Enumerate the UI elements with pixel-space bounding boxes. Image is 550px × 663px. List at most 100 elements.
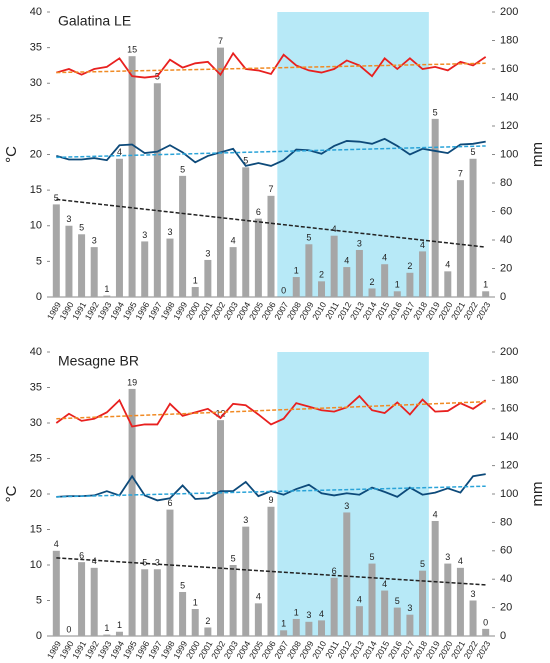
trend-line xyxy=(56,198,486,248)
bar-count-label: 1 xyxy=(117,620,122,630)
bar-count-label: 3 xyxy=(344,501,349,511)
y-tick-label: 40 xyxy=(30,346,42,358)
y-tick-label: 0 xyxy=(36,630,42,642)
bar-count-label: 5 xyxy=(142,558,147,568)
bar xyxy=(78,562,86,636)
bar xyxy=(406,272,414,297)
bar-count-label: 4 xyxy=(433,509,438,519)
bar-count-label: 6 xyxy=(79,551,84,561)
bar xyxy=(419,570,427,636)
y2-tick-label: 100 xyxy=(500,148,518,160)
y-tick-label: 15 xyxy=(30,523,42,535)
y2-tick-label: 180 xyxy=(500,374,518,386)
bar-count-label: 0 xyxy=(281,285,286,295)
bar-count-label: 4 xyxy=(92,556,97,566)
bar xyxy=(330,235,338,297)
y2-axis-title: mm xyxy=(529,482,546,507)
y2-tick-label: 160 xyxy=(500,403,518,415)
y-tick-label: 25 xyxy=(30,113,42,125)
bar-count-label: 2 xyxy=(370,277,375,287)
bar-count-label: 4 xyxy=(54,539,59,549)
bar xyxy=(229,247,237,297)
bar xyxy=(406,614,414,636)
bar-count-label: 4 xyxy=(382,579,387,589)
y2-tick-label: 200 xyxy=(500,6,518,18)
bar xyxy=(343,267,351,297)
y-tick-label: 35 xyxy=(30,42,42,54)
bar-count-label: 2 xyxy=(319,270,324,280)
bar-count-label: 1 xyxy=(294,607,299,617)
bar-count-label: 5 xyxy=(180,164,185,174)
line xyxy=(56,137,486,167)
bar-count-label: 2 xyxy=(205,616,210,626)
bar-count-label: 4 xyxy=(382,253,387,263)
y2-tick-label: 60 xyxy=(500,545,512,557)
bar xyxy=(393,291,401,297)
bar-count-label: 5 xyxy=(306,233,311,243)
trend-line xyxy=(56,485,486,498)
bar-count-label: 3 xyxy=(306,610,311,620)
bar xyxy=(52,550,60,636)
bar-count-label: 6 xyxy=(332,566,337,576)
bar xyxy=(456,567,464,636)
y2-tick-label: 0 xyxy=(500,630,506,642)
bar-count-label: 7 xyxy=(268,184,273,194)
bar-count-label: 3 xyxy=(471,589,476,599)
line xyxy=(56,51,487,79)
x-tick-label: 2023 xyxy=(474,639,492,661)
y2-tick-label: 60 xyxy=(500,205,512,217)
bar-count-label: 3 xyxy=(243,515,248,525)
bar-count-label: 4 xyxy=(458,556,463,566)
y2-tick-label: 0 xyxy=(500,291,506,303)
bar xyxy=(166,238,174,297)
y2-tick-label: 20 xyxy=(500,602,512,614)
bar-count-label: 7 xyxy=(218,36,223,46)
bar-count-label: 5 xyxy=(180,580,185,590)
y2-tick-label: 100 xyxy=(500,488,518,500)
bar-count-label: 2 xyxy=(407,261,412,271)
bar xyxy=(355,249,363,297)
bar xyxy=(482,628,490,636)
bar xyxy=(318,281,326,297)
bar-count-label: 19 xyxy=(127,377,137,387)
bar xyxy=(393,607,401,636)
y2-tick-label: 140 xyxy=(500,91,518,103)
bar xyxy=(368,288,376,297)
bar xyxy=(128,56,136,297)
bar-count-label: 1 xyxy=(193,597,198,607)
bar xyxy=(115,158,123,297)
y-tick-label: 30 xyxy=(30,77,42,89)
highlight-band xyxy=(277,12,429,297)
bar xyxy=(267,506,275,636)
bar-count-label: 3 xyxy=(357,238,362,248)
y2-tick-label: 80 xyxy=(500,516,512,528)
bar xyxy=(482,291,490,297)
y-tick-label: 5 xyxy=(36,255,42,267)
bar-count-label: 7 xyxy=(458,169,463,179)
bar xyxy=(469,158,477,297)
bar-count-label: 1 xyxy=(104,623,109,633)
bar xyxy=(343,512,351,636)
bar-count-label: 5 xyxy=(243,156,248,166)
bar xyxy=(431,520,439,636)
bar xyxy=(141,569,149,636)
bar xyxy=(191,287,199,297)
bar-count-label: 4 xyxy=(256,592,261,602)
bar xyxy=(204,259,212,297)
bar-count-label: 4 xyxy=(231,236,236,246)
bar-count-label: 4 xyxy=(420,240,425,250)
bar xyxy=(204,627,212,636)
bar xyxy=(153,569,161,636)
bar xyxy=(191,609,199,636)
bar xyxy=(318,620,326,636)
bar-count-label: 5 xyxy=(433,107,438,117)
y-tick-label: 20 xyxy=(30,148,42,160)
chart-title: Galatina LE xyxy=(58,13,131,29)
bar xyxy=(330,577,338,636)
bar xyxy=(305,244,313,297)
bar xyxy=(444,271,452,297)
bar-count-label: 3 xyxy=(92,236,97,246)
chart-title: Mesagne BR xyxy=(58,353,139,369)
bar xyxy=(128,388,136,636)
bar-count-label: 3 xyxy=(445,552,450,562)
